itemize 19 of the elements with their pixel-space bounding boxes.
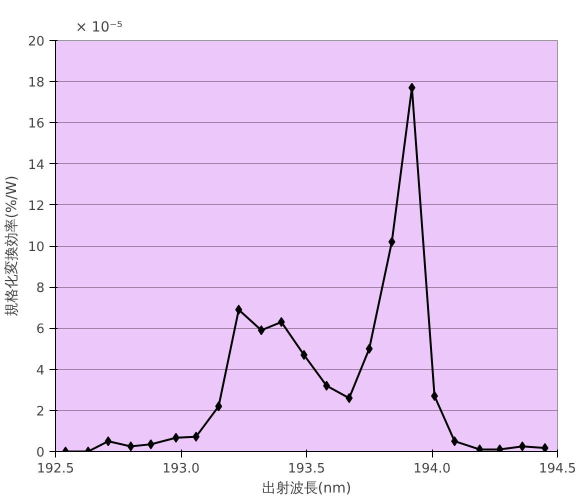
y-tick-label: 16: [28, 116, 45, 132]
x-tick-label: 193.5: [288, 462, 326, 476]
y-tick-label: 4: [36, 363, 45, 378]
x-tick-label: 194.5: [538, 462, 576, 476]
y-tick-label: 14: [28, 158, 45, 173]
x-tick-label: 192.5: [36, 462, 74, 476]
x-tick-label: 193.0: [162, 462, 200, 476]
x-tick-label: 194.0: [413, 462, 451, 476]
y-tick-label: 12: [28, 198, 45, 214]
x-axis-title: 出射波長(nm): [262, 480, 352, 496]
y-tick-label: 18: [28, 76, 45, 91]
y-tick-label: 0: [36, 446, 45, 460]
y-axis-title: 規格化変換効率(%/W): [4, 176, 20, 316]
y-tick-label: 8: [36, 281, 45, 296]
text: × 10⁻⁵: [76, 20, 122, 36]
y-tick-label: 6: [36, 322, 45, 338]
y-tick-label: 20: [28, 34, 45, 50]
y-tick-label: 2: [36, 404, 45, 420]
y-tick-label: 10: [28, 240, 45, 255]
